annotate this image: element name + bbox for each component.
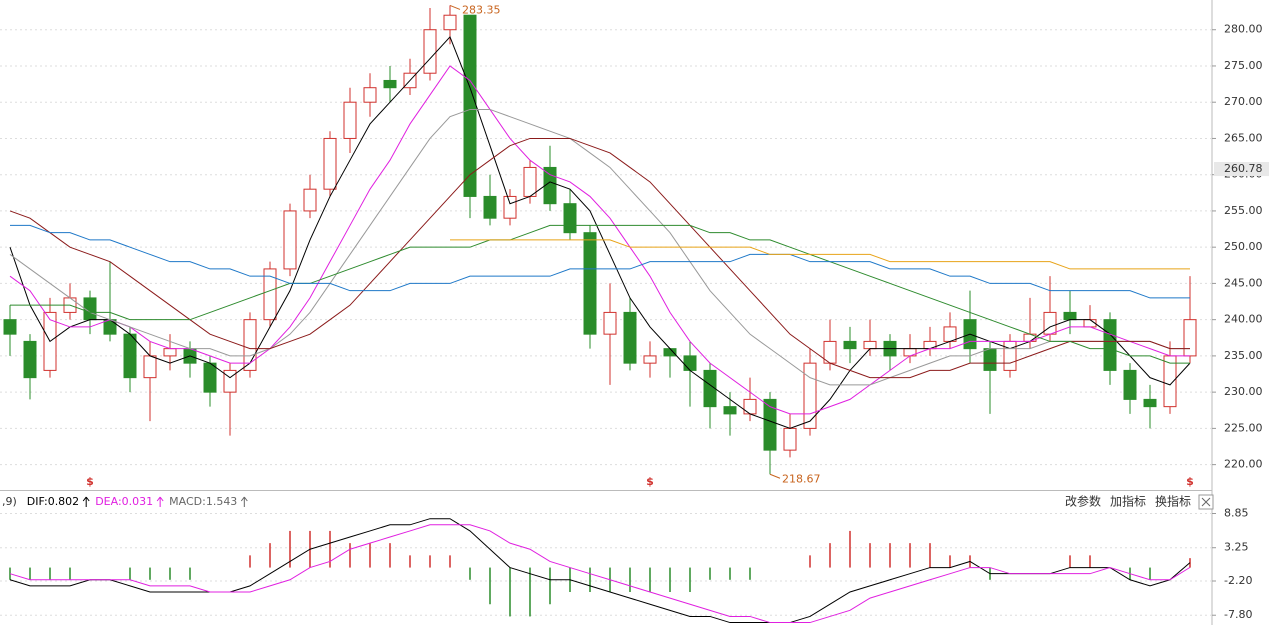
moving-average-line [9,137,1190,379]
y-tick-label: -7.80 [1224,608,1252,621]
indicator-header: DIF:0.802 [27,495,79,508]
extreme-leader [449,4,461,10]
candle-body [343,101,357,139]
candle-body [543,166,557,205]
candle-body [483,195,497,219]
moving-average-line [10,224,1190,299]
candle-body [743,398,757,415]
indicator-button[interactable]: 改参数 [1065,494,1101,509]
candle-body [203,362,217,393]
candle-body [3,319,17,335]
dea-line [9,524,1191,624]
candle-body [223,369,237,393]
candle-body [383,79,397,89]
candle-body [983,348,997,371]
y-tick-label: 245.00 [1224,276,1263,289]
y-tick-label: 8.85 [1224,507,1249,520]
extreme-label: 283.35 [462,3,501,16]
candle-body [763,398,777,451]
dif-line [9,518,1191,624]
y-tick-label: 225.00 [1224,421,1263,434]
candle-body [643,355,657,364]
price-marker-box [1214,162,1269,177]
y-tick-label: 235.00 [1224,349,1263,362]
price-marker-label: 260.78 [1224,162,1263,175]
candle-body [703,369,717,408]
y-tick-label: 280.00 [1224,23,1263,36]
candle-body [123,333,137,379]
moving-average-line [10,224,1190,364]
y-tick-label: 255.00 [1224,204,1263,217]
indicator-header: ,9) [2,495,17,508]
candle-body [103,319,117,335]
candle-body [863,340,877,350]
candle-body [143,355,157,379]
y-tick-label: 250.00 [1224,240,1263,253]
indicator-header: MACD:1.543 [169,495,237,508]
y-tick-label: 240.00 [1224,313,1263,326]
moving-average-line [9,36,1191,429]
candle-body [303,188,317,212]
candle-body [323,137,337,190]
trend-arrow [156,496,164,507]
y-tick-label: 220.00 [1224,458,1263,471]
extreme-leader [769,473,781,479]
candle-body [1123,369,1137,400]
candle-body [723,406,737,415]
signal-marker: $ [1186,475,1194,488]
extreme-label: 218.67 [782,472,821,485]
candle-body [1043,311,1057,335]
y-tick-label: 3.25 [1224,541,1249,554]
signal-marker: $ [646,475,654,488]
candle-body [623,311,637,364]
candle-body [1143,398,1157,408]
y-tick-label: 270.00 [1224,95,1263,108]
candle-body [603,311,617,335]
candle-body [363,87,377,103]
candle-body [463,14,477,197]
candle-body [1183,319,1197,357]
y-tick-label: 275.00 [1224,59,1263,72]
candle-body [443,14,457,31]
candle-body [263,268,277,321]
candle-body [1103,319,1117,371]
signal-marker: $ [86,475,94,488]
candle-body [803,362,817,429]
candle-body [843,340,857,350]
y-tick-label: -2.20 [1224,574,1252,587]
candle-body [563,203,577,234]
candle-body [523,166,537,197]
candle-body [943,326,957,342]
close-icon [1201,497,1211,507]
indicator-header: DEA:0.031 [95,495,153,508]
candle-body [283,210,297,270]
candle-body [163,348,177,357]
candle-body [663,348,677,357]
moving-average-line [450,239,1190,270]
indicator-button[interactable]: 换指标 [1155,494,1191,509]
y-tick-label: 230.00 [1224,385,1263,398]
candle-body [423,29,437,74]
indicator-button[interactable]: 加指标 [1110,494,1146,509]
candle-body [583,232,597,335]
trend-arrow [240,496,248,507]
candle-body [1003,340,1017,371]
y-tick-label: 265.00 [1224,131,1263,144]
candle-body [1063,311,1077,321]
candle-body [503,195,517,219]
candle-body [783,427,797,451]
moving-average-line [9,65,1190,415]
moving-average-line [9,108,1190,386]
trend-arrow [82,496,90,507]
candle-body [683,355,697,371]
candle-body [23,340,37,379]
